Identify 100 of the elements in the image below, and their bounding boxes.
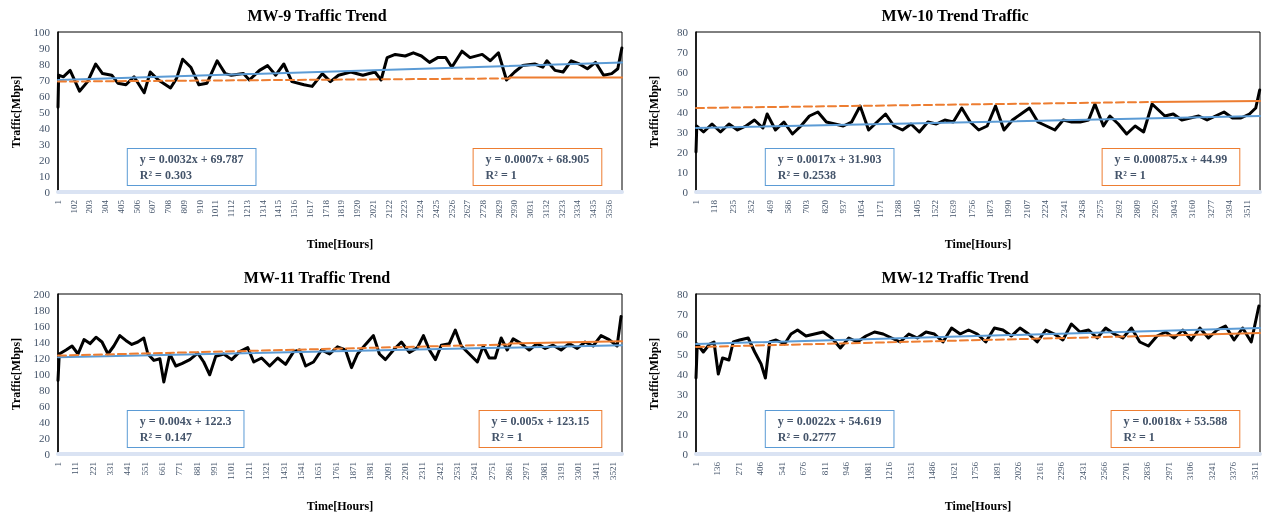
x-tick-label: 3233 [556,199,567,218]
x-tick-label: 1101 [226,461,237,480]
x-tick-label: 771 [174,461,185,475]
x-tick-label: 441 [122,461,133,475]
x-tick-label: 3277 [1205,199,1216,218]
x-tick-label: 1522 [929,200,940,218]
x-tick-label: 331 [105,461,116,475]
x-tick-label: 1 [53,461,63,466]
x-tick-label: 1405 [911,199,922,218]
x-tick-label: 2296 [1056,461,1067,480]
x-tick-label: 3511 [1249,461,1260,480]
x-tick-label: 703 [801,199,812,214]
y-tick-label: 0 [44,447,51,460]
x-tick-label: 111 [70,461,81,475]
chart-title: MW-11 Traffic Trend [243,268,391,285]
y-tick-label: 60 [39,399,51,412]
x-tick-label: 551 [139,461,150,475]
x-tick-label: 1321 [261,461,272,480]
x-tick-label: 1415 [273,199,284,218]
x-tick-label: 811 [819,461,830,475]
x-tick-label: 607 [147,199,158,214]
x-tick-label: 1216 [884,461,895,480]
x-tick-label: 1211 [243,461,254,480]
x-tick-label: 405 [115,199,126,214]
x-tick-label: 1920 [352,199,363,218]
y-tick-label: 120 [33,351,51,364]
x-tick-label: 2971 [521,461,532,480]
x-tick-label: 2458 [1076,199,1087,218]
x-tick-label: 2224 [1040,199,1051,218]
x-tick-label: 1516 [289,199,300,218]
x-axis-title: Time[Hours] [306,498,374,513]
y-tick-label: 20 [39,154,51,166]
x-tick-label: 3160 [1187,199,1198,218]
x-tick-label: 2223 [399,199,410,218]
y-tick-label: 60 [677,66,689,78]
y-tick-label: 140 [33,335,51,348]
x-tick-label: 118 [709,199,720,214]
y-tick-label: 40 [39,415,51,428]
x-tick-label: 820 [819,199,830,214]
x-tick-label: 1981 [365,461,376,480]
x-tick-label: 235 [727,199,738,214]
y-tick-label: 80 [39,58,51,70]
x-tick-label: 469 [764,199,775,214]
x-tick-label: 2161 [1034,461,1045,480]
y-tick-label: 40 [677,106,689,118]
x-tick-label: 1718 [320,199,331,218]
x-tick-label: 2091 [382,461,393,480]
y-tick-label: 200 [33,287,51,300]
x-tick-label: 2829 [493,199,504,218]
x-tick-label: 1 [691,461,701,466]
x-tick-label: 2431 [1077,461,1088,480]
y-tick-label: 70 [677,307,689,320]
x-tick-label: 221 [87,461,98,475]
x-tick-label: 2861 [504,461,515,480]
y-axis-title: Traffic[Mbps] [9,337,23,410]
annotation: y = 0.0007x + 68.905 R² = 1 [485,151,590,182]
y-tick-label: 30 [39,138,51,150]
x-tick-label: 3132 [540,200,551,218]
x-tick-label: 3411 [590,461,601,480]
x-tick-label: 1651 [313,461,324,480]
x-tick-label: 3521 [608,461,619,480]
annotation: y = 0.0018x + 53.588 R² = 1 [1123,413,1228,444]
x-tick-label: 136 [712,461,723,475]
chart-title: MW-10 Trend Traffic [881,6,1029,24]
x-tick-label: 1486 [927,461,938,480]
x-tick-label: 3334 [572,199,583,218]
x-tick-label: 2692 [1113,200,1124,218]
y-tick-label: 160 [33,319,51,332]
x-tick-label: 809 [178,199,189,214]
x-tick-label: 3241 [1206,461,1217,480]
x-tick-label: 1621 [948,461,959,480]
x-tick-label: 1351 [905,461,916,480]
annotation: y = 0.0017x + 31.903 R² = 0.2538 [777,151,882,182]
x-tick-label: 2311 [417,461,428,480]
x-tick-label: 2575 [1095,199,1106,218]
x-tick-label: 2122 [383,200,394,218]
y-axis-title: Traffic[Mbps] [647,75,661,149]
x-tick-label: 881 [191,461,202,475]
x-tick-label: 1288 [893,199,904,218]
annotation: y = 0.005x + 123.15 R² = 1 [491,413,590,444]
x-tick-label: 352 [746,200,757,214]
x-tick-label: 910 [194,199,205,214]
x-tick-label: 1213 [241,199,252,218]
x-tick-label: 1756 [970,461,981,480]
x-tick-label: 3376 [1228,461,1239,480]
x-axis-title: Time[Hours] [306,237,374,251]
x-tick-label: 2627 [462,199,473,218]
annotation: y = 0.0032x + 69.787 R² = 0.303 [139,151,244,182]
x-tick-label: 3301 [573,461,584,480]
annotation: y = 0.004x + 122.3 R² = 0.147 [139,413,232,444]
x-tick-label: 937 [838,199,849,214]
x-tick-label: 2836 [1142,461,1153,480]
x-tick-label: 1112 [226,200,237,218]
x-tick-label: 586 [782,199,793,214]
x-axis-title: Time[Hours] [944,237,1012,251]
x-tick-label: 2341 [1058,200,1069,218]
x-tick-label: 541 [776,461,787,475]
x-tick-label: 2930 [509,199,520,218]
x-tick-label: 1431 [278,461,289,480]
x-tick-label: 203 [84,199,95,214]
